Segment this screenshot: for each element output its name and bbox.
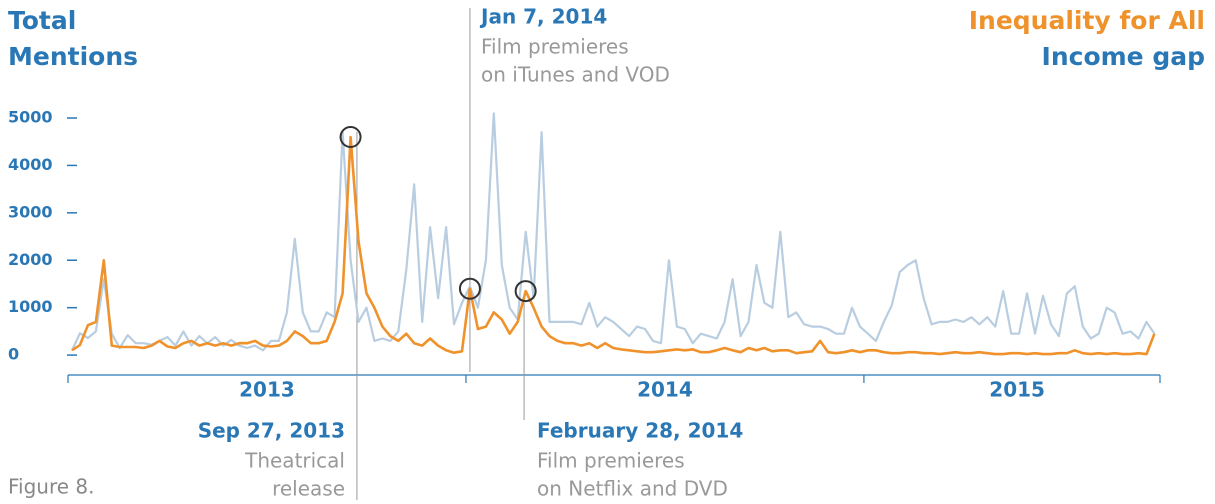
legend-label: Income gap (1042, 42, 1205, 71)
highlight-circle (514, 280, 537, 303)
annotation-date: Jan 7, 2014 (479, 5, 607, 29)
y-tick-label: 0 (8, 345, 19, 364)
annotation-text: release (272, 477, 345, 501)
legend-label: Inequality for All (969, 6, 1205, 35)
x-tick-label: 2013 (239, 378, 295, 402)
annotation-text: on Netflix and DVD (537, 477, 728, 501)
y-tick-label: 1000 (8, 297, 53, 316)
x-tick-label: 2015 (989, 378, 1045, 402)
annotation-text: Theatrical (244, 449, 345, 473)
y-tick-label: 2000 (8, 250, 53, 269)
y-tick-label: 5000 (8, 108, 53, 127)
highlight-circle (339, 125, 362, 148)
series-line (71, 135, 1156, 356)
annotation-text: Film premieres (537, 449, 685, 473)
chart-title: Mentions (8, 42, 138, 71)
highlight-circle (458, 277, 481, 300)
y-tick-label: 3000 (8, 202, 53, 221)
annotation-text: Film premieres (481, 35, 629, 59)
annotation-text: on iTunes and VOD (481, 63, 670, 87)
annotation-date: February 28, 2014 (537, 419, 743, 443)
annotation-date: Sep 27, 2013 (198, 419, 345, 443)
series-line (71, 112, 1156, 352)
chart-title: Total (8, 6, 76, 35)
caption: Figure 8. (8, 475, 95, 499)
y-tick-label: 4000 (8, 155, 53, 174)
x-tick-label: 2014 (637, 378, 693, 402)
